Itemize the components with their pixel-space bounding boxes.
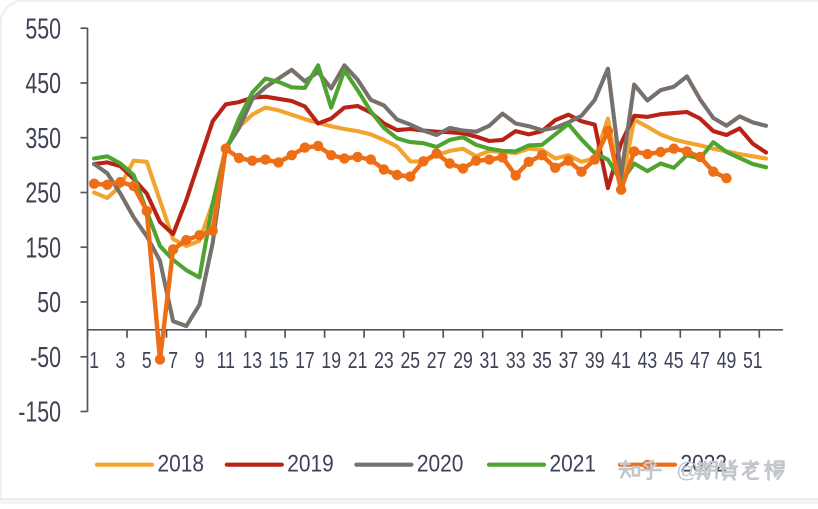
svg-text:37: 37 <box>559 348 579 374</box>
svg-text:51: 51 <box>743 348 763 374</box>
svg-text:23: 23 <box>374 348 394 374</box>
svg-text:50: 50 <box>37 287 61 319</box>
svg-text:5: 5 <box>142 348 152 374</box>
svg-text:2019: 2019 <box>287 450 333 477</box>
svg-text:-50: -50 <box>30 342 61 374</box>
svg-text:13: 13 <box>242 348 262 374</box>
svg-text:250: 250 <box>25 178 61 210</box>
svg-text:2020: 2020 <box>417 450 463 477</box>
svg-text:33: 33 <box>506 348 526 374</box>
svg-text:49: 49 <box>717 348 737 374</box>
svg-text:1: 1 <box>89 348 99 374</box>
svg-text:45: 45 <box>664 348 684 374</box>
svg-text:41: 41 <box>611 348 631 374</box>
svg-text:11: 11 <box>217 348 235 374</box>
svg-text:27: 27 <box>427 348 447 374</box>
svg-text:@: @ <box>676 458 699 483</box>
svg-text:550: 550 <box>25 14 61 46</box>
svg-text:15: 15 <box>269 348 289 374</box>
svg-text:35: 35 <box>532 348 552 374</box>
svg-text:31: 31 <box>480 348 500 374</box>
svg-text:9: 9 <box>195 348 205 374</box>
svg-text:47: 47 <box>690 348 710 374</box>
svg-text:2018: 2018 <box>158 450 204 477</box>
svg-text:21: 21 <box>348 348 368 374</box>
svg-text:3: 3 <box>116 348 126 374</box>
svg-text:17: 17 <box>295 348 315 374</box>
svg-text:2021: 2021 <box>550 450 596 477</box>
svg-text:25: 25 <box>401 348 421 374</box>
svg-text:150: 150 <box>25 233 61 265</box>
svg-text:29: 29 <box>453 348 473 374</box>
svg-text:43: 43 <box>638 348 658 374</box>
svg-text:-150: -150 <box>18 397 61 429</box>
svg-text:7: 7 <box>168 348 178 374</box>
svg-text:450: 450 <box>25 68 61 100</box>
svg-text:19: 19 <box>321 348 341 374</box>
svg-text:350: 350 <box>25 123 61 155</box>
svg-text:39: 39 <box>585 348 605 374</box>
